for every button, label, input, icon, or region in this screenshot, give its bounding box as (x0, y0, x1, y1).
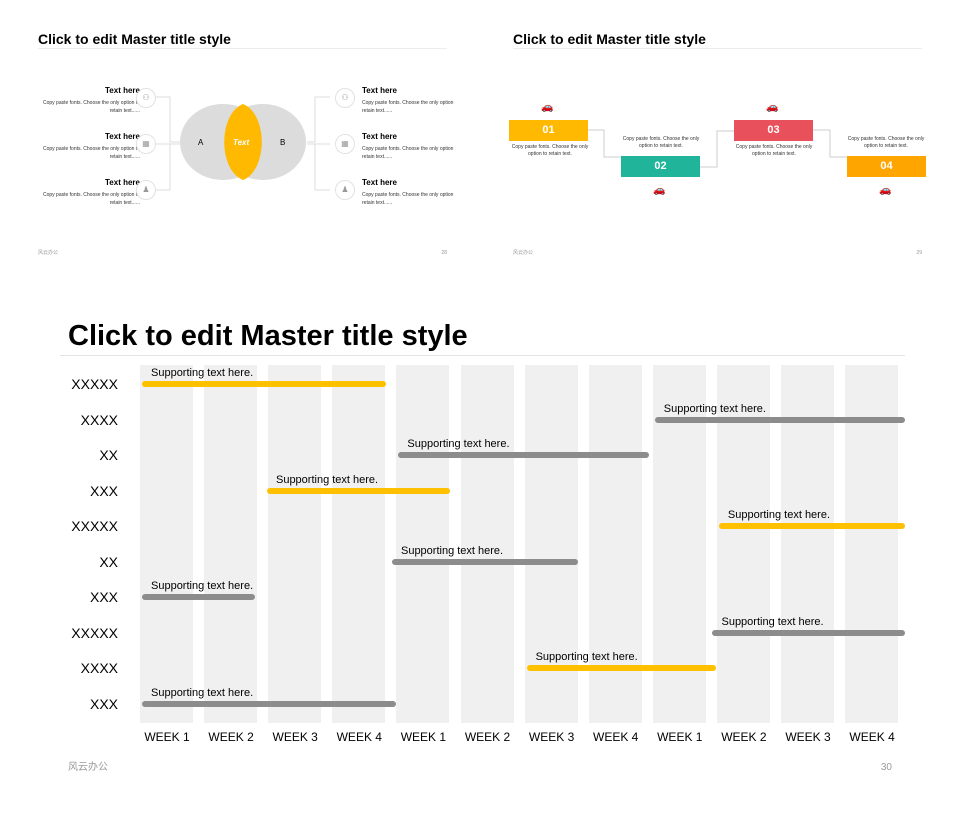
week-label: WEEK 3 (785, 730, 831, 744)
page-number: 29 (916, 250, 922, 256)
row-label: XXXXX (71, 518, 118, 534)
row-label: XXX (89, 589, 118, 605)
step-03-box: 03 (734, 120, 813, 141)
user-group-icon: ⚇ (335, 88, 355, 108)
week-column-bg (396, 365, 450, 723)
row-label: XXXX (80, 660, 118, 676)
car-icon: 🚗 (766, 102, 779, 113)
week-column-bg (716, 365, 770, 723)
slide-title: Click to edit Master title style (68, 320, 468, 352)
slide-title: Click to edit Master title style (38, 31, 231, 47)
week-label: WEEK 4 (849, 730, 895, 744)
connector-lines (154, 96, 330, 191)
car-icon: 🚗 (879, 185, 892, 196)
week-label: WEEK 3 (272, 730, 318, 744)
right-item-1: Text here Copy paste fonts. Choose the o… (362, 86, 455, 114)
task-label: Supporting text here. (151, 686, 254, 699)
task-label: Supporting text here. (535, 651, 638, 663)
right-item-3: Text here Copy paste fonts. Choose the o… (362, 178, 455, 206)
chart-icon: ▦ (335, 134, 355, 154)
week-column-bg (204, 365, 258, 723)
task-bar[interactable] (526, 665, 717, 671)
week-label: WEEK 2 (208, 730, 254, 744)
task-label: Supporting text here. (407, 438, 510, 450)
week-column-bg (652, 365, 706, 723)
task-bar[interactable] (142, 594, 255, 600)
step-01-text: Copy paste fonts. Choose the only option… (511, 144, 589, 157)
week-label: WEEK 4 (593, 730, 639, 744)
week-column-bg (845, 365, 899, 723)
row-label: XXXXX (71, 376, 118, 392)
slide-thumbnail-29[interactable]: Click to edit Master title style 🚗 01 Co… (505, 22, 930, 262)
week-label: WEEK 1 (144, 730, 190, 744)
week-column-bg (140, 365, 193, 723)
row-label: XXX (89, 695, 118, 712)
task-label: Supporting text here. (663, 402, 766, 415)
task-bar[interactable] (266, 487, 451, 494)
slide-main-30[interactable]: Click to edit Master title style WEEK 1 W… (60, 310, 905, 785)
step-04-text: Copy paste fonts. Choose the only option… (847, 136, 925, 149)
week-label: WEEK 3 (528, 730, 575, 744)
week-column-bg (781, 365, 834, 723)
row-label: XXXXX (71, 624, 118, 641)
person-icon: ♟ (136, 180, 156, 200)
task-bar[interactable] (142, 381, 386, 387)
week-column-bg (524, 365, 578, 723)
week-label: WEEK 2 (721, 730, 767, 744)
task-bar[interactable] (654, 416, 905, 423)
task-bar[interactable] (712, 629, 905, 636)
task-label: Supporting text here. (400, 544, 504, 557)
venn-label-b: B (280, 138, 286, 147)
title-divider (513, 48, 922, 49)
venn-label-a: A (198, 138, 204, 147)
left-item-2: Text here Copy paste fonts. Choose the o… (42, 132, 140, 160)
footer-brand: 风云办公 (38, 250, 59, 256)
slide-thumbnail-28[interactable]: Click to edit Master title style A B Tex… (30, 22, 455, 262)
week-column-bg (268, 365, 322, 723)
row-label: XX (99, 447, 118, 463)
week-label: WEEK 4 (336, 730, 382, 744)
title-divider (38, 48, 447, 49)
week-column-bg (460, 365, 514, 723)
venn-center-label: Text (233, 138, 250, 147)
right-item-2: Text here Copy paste fonts. Choose the o… (362, 132, 455, 160)
task-bar[interactable] (391, 558, 579, 565)
task-label: Supporting text here. (721, 615, 824, 628)
slide-title: Click to edit Master title style (513, 31, 706, 47)
left-item-3: Text here Copy paste fonts. Choose the o… (42, 178, 140, 206)
footer-brand: 风云办公 (513, 250, 534, 256)
step-03-text: Copy paste fonts. Choose the only option… (735, 144, 813, 157)
task-bar[interactable] (142, 700, 396, 707)
week-label: WEEK 1 (657, 730, 703, 744)
car-icon: 🚗 (653, 185, 666, 196)
task-label: Supporting text here. (727, 509, 831, 521)
step-04-box: 04 (847, 156, 926, 177)
user-group-icon: ⚇ (136, 88, 156, 108)
chart-icon: ▦ (136, 134, 156, 154)
task-label: Supporting text here. (275, 473, 379, 486)
task-label: Supporting text here. (151, 580, 254, 592)
venn-intersection (224, 104, 262, 180)
row-label: XXX (89, 482, 118, 499)
step-01-box: 01 (509, 120, 588, 141)
step-02-text: Copy paste fonts. Choose the only option… (622, 136, 700, 149)
week-column-bg (332, 365, 386, 723)
task-bar[interactable] (718, 523, 905, 529)
page-number: 30 (880, 762, 892, 773)
car-icon: 🚗 (541, 102, 554, 113)
week-column-bg (588, 365, 642, 723)
connector-lines (588, 129, 847, 168)
week-label: WEEK 2 (464, 730, 511, 744)
person-icon: ♟ (335, 180, 355, 200)
week-label: WEEK 1 (400, 730, 447, 744)
left-item-1: Text here Copy paste fonts. Choose the o… (42, 86, 140, 114)
page-number: 28 (441, 250, 447, 256)
footer-brand: 风云办公 (68, 762, 108, 773)
task-label: Supporting text here. (151, 367, 254, 379)
task-bar[interactable] (398, 452, 649, 458)
row-label: XX (99, 553, 118, 570)
title-divider (60, 355, 905, 356)
row-label: XXXX (80, 411, 118, 428)
step-02-box: 02 (621, 156, 700, 177)
